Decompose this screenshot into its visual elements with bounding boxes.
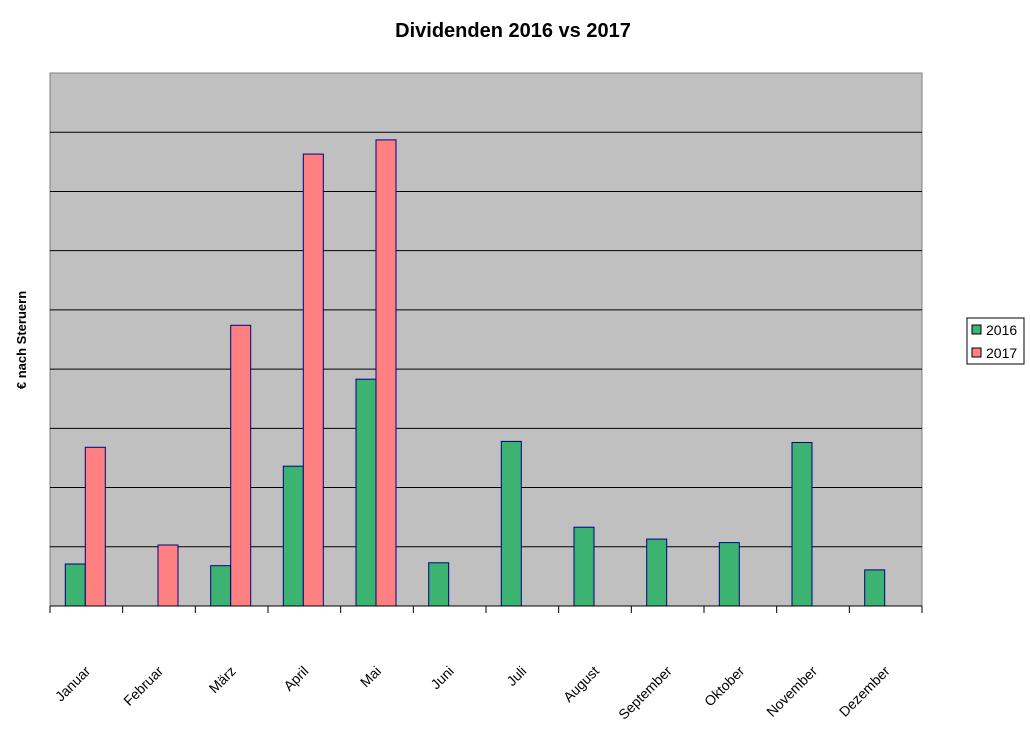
bar-2016-märz: [210, 565, 232, 607]
x-tick-label-11: Dezember: [836, 663, 893, 720]
x-tick-label-0: Januar: [52, 663, 94, 705]
x-tick-label-10: November: [763, 663, 820, 720]
bar-2016-august: [573, 526, 595, 607]
x-axis: [49, 605, 923, 613]
bar-2016-mai: [355, 378, 377, 607]
legend-label-2017: 2017: [986, 345, 1017, 361]
bar-2016-dezember: [864, 569, 886, 607]
bar-2017-märz: [230, 324, 252, 607]
bar-2017-mai: [375, 139, 397, 607]
x-tick-label-5: Juni: [427, 663, 456, 692]
legend-swatch-2016: [971, 324, 982, 335]
bar-2017-april: [302, 153, 324, 607]
x-tick-label-9: Oktober: [701, 663, 748, 710]
x-tick-label-3: April: [280, 663, 311, 694]
bar-2016-april: [282, 465, 304, 607]
x-tick-labels: Januar Februar März April Mai Juni Juli August S…: [52, 663, 893, 723]
x-tick-label-8: September: [615, 663, 675, 723]
bar-2017-januar: [84, 446, 106, 607]
y-axis-label: € nach Steruern: [14, 291, 29, 389]
x-tick-label-1: Februar: [120, 663, 166, 709]
bar-2016-november: [791, 442, 813, 607]
x-tick-label-6: Juli: [503, 663, 529, 689]
legend-label-2016: 2016: [986, 322, 1017, 338]
x-tick-label-4: Mai: [357, 663, 384, 690]
x-tick-label-7: August: [560, 663, 602, 705]
plot-area: [49, 72, 923, 607]
gridlines: [50, 131, 922, 548]
bar-2016-september: [646, 538, 668, 607]
legend-swatch-2017: [971, 347, 982, 358]
bar-2017-februar: [157, 544, 179, 607]
legend: 2016 2017: [966, 317, 1025, 365]
bar-2016-oktober: [718, 542, 740, 607]
bar-2016-juli: [500, 440, 522, 607]
bar-2016-januar: [64, 563, 86, 607]
bar-2016-juni: [428, 562, 450, 607]
x-tick-label-2: März: [205, 663, 238, 696]
chart-title: Dividenden 2016 vs 2017: [395, 20, 631, 42]
